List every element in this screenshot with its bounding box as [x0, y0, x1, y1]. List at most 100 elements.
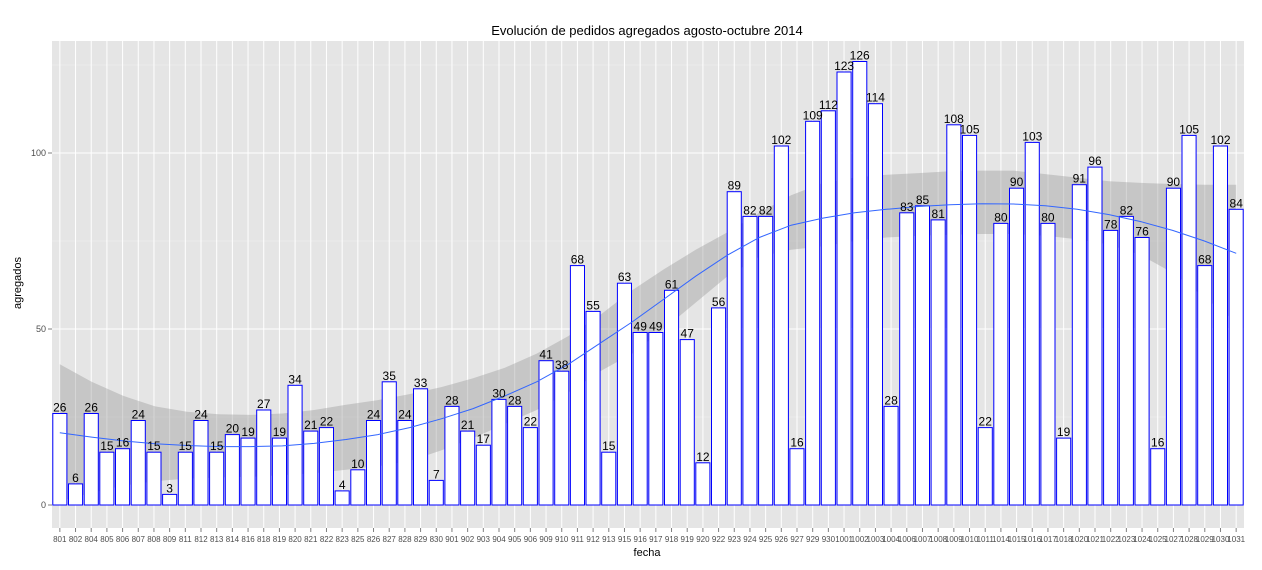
x-tick-label-1006: 1006 [898, 535, 916, 544]
x-tick-label-1022: 1022 [1102, 535, 1120, 544]
bar-label-1008: 81 [932, 207, 946, 221]
bar-label-1027: 90 [1167, 175, 1181, 189]
bar-label-1024: 76 [1135, 225, 1149, 239]
bar-label-820: 34 [288, 372, 302, 386]
bar-label-807: 24 [132, 408, 146, 422]
bar-label-1016: 103 [1022, 129, 1042, 143]
x-axis-title: fecha [634, 547, 662, 559]
x-tick-label-825: 825 [351, 535, 365, 544]
bar-label-819: 19 [273, 425, 287, 439]
bar-label-1014: 80 [994, 210, 1008, 224]
bar-1020 [1071, 184, 1087, 506]
x-tick-label-807: 807 [132, 535, 146, 544]
bar-label-920: 12 [696, 450, 710, 464]
x-tick-label-901: 901 [445, 535, 459, 544]
x-tick-label-805: 805 [100, 535, 114, 544]
x-tick-label-929: 929 [806, 535, 820, 544]
x-tick-label-1003: 1003 [867, 535, 885, 544]
bar-label-929: 109 [803, 108, 823, 122]
x-tick-label-927: 927 [790, 535, 804, 544]
bar-805 [99, 451, 115, 506]
bar-label-806: 16 [116, 436, 130, 450]
bar-1027 [1165, 187, 1182, 506]
x-tick-label-809: 809 [163, 535, 177, 544]
x-tick-label-826: 826 [367, 535, 381, 544]
x-tick-label-915: 915 [618, 535, 632, 544]
bar-label-919: 47 [681, 327, 695, 341]
bar-812 [193, 420, 209, 506]
x-tick-label-806: 806 [116, 535, 130, 544]
x-tick-label-822: 822 [320, 535, 334, 544]
bar-1018 [1056, 437, 1072, 506]
x-tick-label-1028: 1028 [1180, 535, 1198, 544]
x-tick-label-902: 902 [461, 535, 475, 544]
bar-802 [68, 483, 84, 506]
x-tick-label-1023: 1023 [1118, 535, 1136, 544]
x-tick-label-918: 918 [665, 535, 679, 544]
x-tick-label-823: 823 [336, 535, 350, 544]
bar-804 [83, 413, 99, 506]
bar-label-1003: 114 [866, 91, 885, 105]
bar-922 [711, 307, 727, 506]
bar-801 [52, 413, 68, 506]
bar-807 [130, 420, 146, 506]
bar-label-1028: 105 [1179, 122, 1199, 136]
bar-913 [601, 451, 617, 506]
x-tick-label-1017: 1017 [1039, 535, 1057, 544]
bar-label-911: 68 [571, 253, 585, 267]
x-tick-label-1014: 1014 [992, 535, 1010, 544]
bar-label-1006: 83 [900, 200, 914, 214]
bar-label-930: 112 [819, 98, 838, 112]
bars [52, 61, 1244, 506]
x-tick-label-1018: 1018 [1055, 535, 1073, 544]
x-tick-label-1016: 1016 [1023, 535, 1041, 544]
x-tick-label-1010: 1010 [961, 535, 979, 544]
bar-818 [256, 409, 272, 506]
bar-label-918: 61 [665, 277, 679, 291]
x-tick-label-1007: 1007 [914, 535, 932, 544]
bar-label-916: 49 [634, 320, 648, 334]
bar-label-917: 49 [649, 320, 663, 334]
bar-label-804: 26 [85, 401, 99, 415]
y-tick-label: 0 [41, 500, 46, 510]
bar-label-901: 28 [445, 393, 459, 407]
bar-1004 [883, 405, 899, 506]
x-tick-label-808: 808 [147, 535, 161, 544]
bar-927 [789, 448, 805, 506]
bar-925 [758, 215, 774, 506]
x-tick-label-1027: 1027 [1165, 535, 1183, 544]
bar-808 [146, 451, 162, 506]
bar-label-814: 20 [226, 422, 240, 436]
bar-821 [303, 430, 319, 506]
bar-825 [350, 469, 366, 506]
x-tick-label-827: 827 [383, 535, 397, 544]
bar-label-823: 4 [339, 478, 346, 492]
x-tick-label-818: 818 [257, 535, 271, 544]
x-tick-label-926: 926 [775, 535, 789, 544]
bar-label-822: 22 [320, 415, 334, 429]
x-tick-label-814: 814 [226, 535, 240, 544]
bar-label-924: 82 [743, 203, 757, 217]
bar-label-1002: 126 [850, 49, 870, 63]
x-tick-label-1025: 1025 [1149, 535, 1167, 544]
x-tick-label-821: 821 [304, 535, 318, 544]
bar-1029 [1197, 265, 1213, 506]
bar-816 [240, 437, 256, 506]
x-tick-label-904: 904 [492, 535, 506, 544]
bar-label-1018: 19 [1057, 425, 1071, 439]
bar-label-906: 22 [524, 415, 538, 429]
bar-918 [664, 289, 680, 506]
y-axis-title: agregados [12, 257, 24, 309]
bar-label-828: 24 [398, 408, 412, 422]
bar-822 [318, 427, 334, 506]
bar-label-1022: 78 [1104, 217, 1118, 231]
bar-1022 [1103, 229, 1119, 506]
x-tick-label-917: 917 [649, 535, 663, 544]
bar-814 [224, 434, 240, 506]
bar-label-1020: 91 [1073, 172, 1087, 186]
confidence-band-area [59, 170, 1237, 502]
bar-919 [679, 339, 695, 506]
x-tick-label-922: 922 [712, 535, 726, 544]
x-tick-label-920: 920 [696, 535, 710, 544]
